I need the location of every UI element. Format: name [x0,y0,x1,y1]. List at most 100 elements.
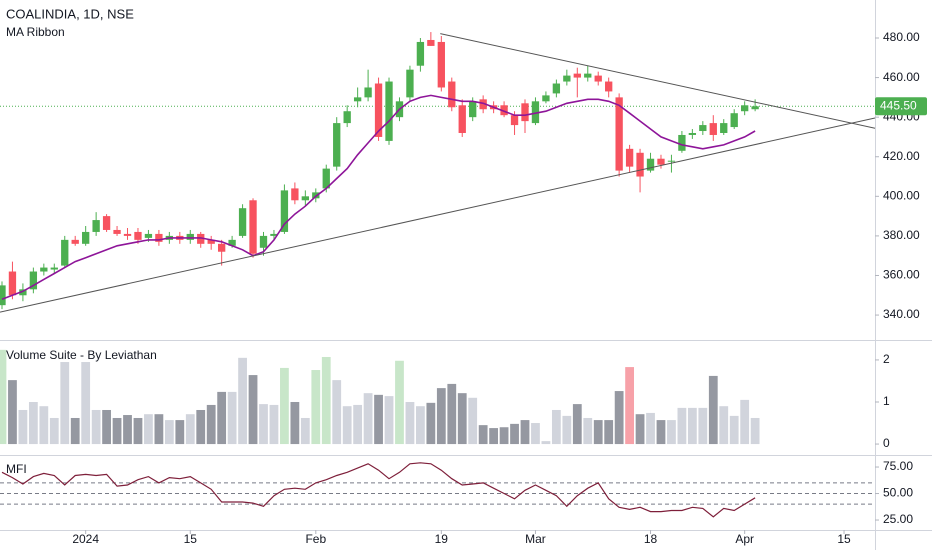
x-tick-label: 2024 [72,532,99,546]
volume-bar [614,391,624,445]
y-tick-label: 1 [883,394,890,408]
volume-bar [687,407,697,445]
candle-body [186,233,194,240]
volume-bar [102,409,111,445]
trend-line [0,117,876,313]
volume-bar [112,417,122,445]
y-tick-label: 75.00 [883,459,913,473]
candle-body [510,115,519,126]
volume-bar [248,375,258,445]
trend-line [440,33,876,129]
y-tick-label: 50.00 [883,486,913,500]
candle-body [102,216,111,230]
last-price-tag [875,97,927,116]
candle-body [563,75,571,82]
candle-body [751,106,759,110]
candle-body [458,105,466,133]
y-tick-label: 460.00 [883,70,920,84]
candle-body [0,285,6,306]
volume-bar [39,406,49,445]
candle-body [709,123,717,135]
volume-bar [740,399,750,445]
candle-body [469,101,477,118]
candle-body [678,134,686,151]
candle-body [531,101,540,124]
candle-body [134,231,142,240]
x-tick-label: 15 [837,532,851,546]
volume-bar [625,367,634,445]
volume-bar [593,420,603,445]
candle-body [92,220,100,232]
volume-bar [510,423,519,445]
x-tick-label: 15 [184,532,198,546]
candle-body [197,233,205,244]
volume-bar [604,420,614,445]
volume-bar [541,441,551,445]
volume-bar [18,409,28,445]
volume-bar [91,409,101,445]
volume-bar [416,406,425,445]
candle-body [291,188,299,201]
volume-bar [551,409,561,445]
candle-body [61,239,69,266]
volume-bar [698,407,708,445]
candle-body [82,231,90,244]
volume-bar [384,396,394,445]
candle-body [479,99,487,110]
volume-bar [405,401,415,445]
x-tick-label: 18 [644,532,658,546]
candle-body [123,233,132,236]
volume-bar [353,404,363,445]
indicator-name: MA Ribbon [6,25,65,39]
volume-bar [729,415,739,445]
volume-bar [49,417,59,445]
candle-body [144,233,153,238]
volume-bar [196,409,206,445]
candle-body [8,271,17,296]
volume-bar [708,375,718,445]
volume-bar [259,404,268,445]
volume-bar [217,391,227,445]
candle-body [364,87,372,98]
volume-bar [238,357,247,445]
volume-bar [447,383,457,445]
candle-body [636,152,644,177]
candle-body [50,267,58,270]
candle-body [625,148,634,167]
candle-body [646,158,655,171]
candle-body [155,233,163,242]
volume-bar [332,380,342,445]
volume-bar [520,420,530,445]
ma-line [1,94,756,300]
candle-body [353,97,362,102]
volume-bar [206,404,216,445]
x-tick-label: Apr [735,532,754,546]
candle-body [584,73,592,78]
candle-body [217,243,226,252]
volume-bar [719,406,729,445]
y-tick-label: 2 [883,352,890,366]
y-tick-label: 380.00 [883,228,920,242]
volume-bar [531,423,540,445]
volume-bar [28,401,38,445]
candle-body [333,123,341,167]
volume-bar [175,420,185,445]
volume-bar [269,404,279,445]
volume-bar [321,356,331,445]
volume-bar [478,425,488,445]
volume-bar [750,417,760,445]
y-tick-label: 0 [883,436,890,450]
volume-bar [123,415,132,445]
volume-bar [395,360,404,445]
volume-bar [164,420,174,445]
candle-body [699,125,707,132]
y-tick-label: 25.00 [883,512,913,526]
symbol-title: COALINDIA, 1D, NSE [6,6,134,21]
volume-bar [185,414,195,445]
volume-bar [133,417,143,445]
candle-body [71,239,79,244]
candle-body [448,81,456,108]
volume-bar [144,414,153,445]
